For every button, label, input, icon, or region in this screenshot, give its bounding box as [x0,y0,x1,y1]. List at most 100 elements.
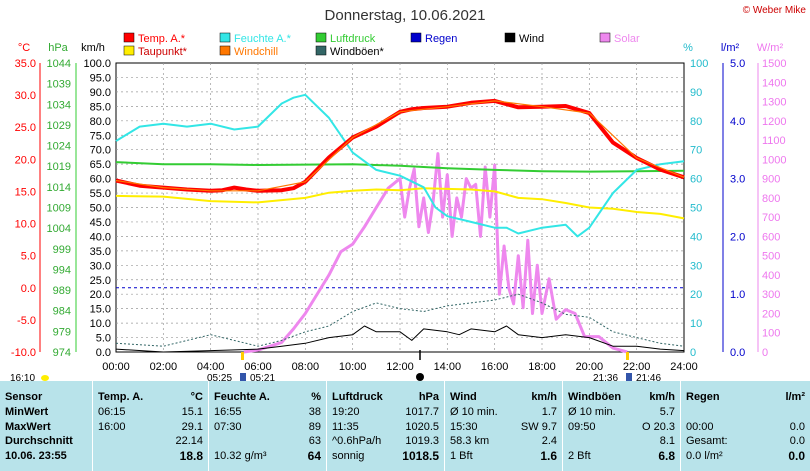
pressure-tick-label: 1004 [47,223,71,235]
stats-column-rain: Regen l/m² 00:00 0.0 Gesamt: 0.0 0.0 l/m² 0.0 [680,381,810,471]
legend-label: Temp. A.* [138,33,186,45]
stats-row: 09:50 O 20.3 [563,420,680,434]
stats-header: Wind km/h [445,390,562,404]
stats-cell-value: 1020.5 [405,420,439,433]
stats-cell-note: 58.3 km [450,435,490,447]
wind-tick-label: 40.0 [90,231,111,243]
wind-tick-label: 20.0 [90,289,111,301]
legend-label: Solar [614,33,640,45]
time-tick-label: 04:00 [197,361,225,373]
solar-tick-label: 1300 [762,97,786,109]
stats-cell-value: 0.0 [789,435,805,447]
legend-swatch [219,45,231,56]
stats-cell-value: 6.8 [658,448,675,463]
time-tick-label: 02:00 [150,361,178,373]
stats-cell-note: 09:50 [568,420,596,433]
legend-swatch [219,32,231,43]
stats-row: 00:00 0.0 [681,420,810,434]
stats-row: 10.32 g/m³ 64 [209,449,326,463]
sunrise-marker [241,352,244,360]
stats-header: Feuchte A.% [209,390,326,404]
stats-cell-note: 19:20 [332,406,360,418]
humidity-tick-label: 0 [690,347,696,359]
pressure-tick-label: 994 [53,264,71,276]
wind-tick-label: 85.0 [90,101,111,113]
stats-header-unit: % [311,391,321,403]
legend-swatch [599,32,611,43]
stats-cell-value: 64 [307,448,321,463]
time-tick-label: 22:00 [623,361,651,373]
stats-cell-value: 1.7 [541,406,557,418]
series-feuchtea [115,93,685,238]
chart-title: Donnerstag, 10.06.2021 [325,7,486,24]
stats-cell-value: 5.7 [659,406,675,418]
temp-tick-label: 15.0 [15,186,36,198]
stats-cell-value: 2.4 [541,435,557,447]
pressure-tick-label: 1039 [47,79,71,91]
solar-tick-label: 1200 [762,116,786,128]
stats-column-temp: Temp. A. °C 06:15 15.1 16:00 29.1 22.14 18.8 [92,381,208,471]
stats-header-label: Luftdruck [332,391,383,403]
pressure-tick-label: 974 [53,347,71,359]
stats-cell-note: sonnig [332,449,365,462]
time-tick-label: 12:00 [386,361,414,373]
stats-header-unit: km/h [531,391,557,403]
solar-tick-label: 900 [762,174,780,186]
stats-header-unit: hPa [418,391,439,403]
legend-label: Wind [519,33,544,45]
stats-column-wind: Wind km/h Ø 10 min. 1.7 15:30 SW 9.7 58.3 km 2.… [444,381,562,471]
sunset-label: 21:36 [593,373,618,384]
stats-row: Ø 10 min. 1.7 [445,405,562,419]
stats-cell-value: 1019.3 [405,435,439,447]
stats-header-label: Windböen [568,391,622,403]
chart-series [115,93,685,354]
wind-tick-label: 60.0 [90,174,111,186]
stats-cell-value: 29.1 [181,420,203,433]
series-wind [115,325,685,353]
legend-swatch [504,32,516,43]
solar-tick-label: 1500 [762,58,786,70]
wind-tick-label: 100.0 [83,58,111,70]
wind-tick-label: 75.0 [90,130,111,142]
time-tick-label: 18:00 [528,361,556,373]
stats-cell-value: 1018.5 [402,448,439,463]
stats-cell-value: 63 [308,435,321,447]
wind-tick-label: 35.0 [90,246,111,258]
wind-tick-label: 95.0 [90,72,111,84]
stats-header-label: Sensor [5,391,43,403]
stats-row: 63 [209,434,326,448]
solar-tick-label: 1400 [762,77,786,89]
stats-cell-note: 2 Bft [568,449,591,462]
stats-header-label: Wind [450,391,477,403]
temp-tick-label: -5.0 [17,315,36,327]
pressure-tick-label: 1034 [47,99,71,111]
humidity-tick-label: 30 [690,260,702,272]
pressure-tick-label: 1044 [47,58,71,70]
pressure-tick-label: 999 [53,244,71,256]
stats-row: 11:35 1020.5 [327,420,444,434]
stats-header-unit: km/h [649,391,675,403]
stats-row: MinWert [0,405,92,419]
stats-row [681,405,810,419]
pressure-tick-label: 1029 [47,120,71,132]
stats-row: 18.8 [93,449,208,463]
time-tick-label: 00:00 [102,361,130,373]
solar-tick-label: 200 [762,308,780,320]
stats-cell-note: Ø 10 min. [568,406,616,418]
solar-tick-label: 1100 [762,135,786,147]
legend-label: Regen [425,33,457,45]
legend-label: Luftdruck [330,33,376,45]
stats-column-pressure: Luftdruck hPa 19:20 1017.7 11:35 1020.5 ^0.6hP… [326,381,444,471]
stats-cell-note: 1 Bft [450,449,473,462]
rain-tick-label: 2.0 [730,231,745,243]
temp-tick-label: -10.0 [11,347,36,359]
time-tick-label: 10:00 [339,361,367,373]
wind-tick-label: 70.0 [90,145,111,157]
stats-cell-note: 06:15 [98,406,126,418]
solar-tick-label: 700 [762,212,780,224]
stats-header-label: Feuchte A. [214,391,270,403]
series-solar [243,152,628,354]
legend-label: Taupunkt* [138,46,188,58]
current-time-label: 16:10 [10,373,35,384]
